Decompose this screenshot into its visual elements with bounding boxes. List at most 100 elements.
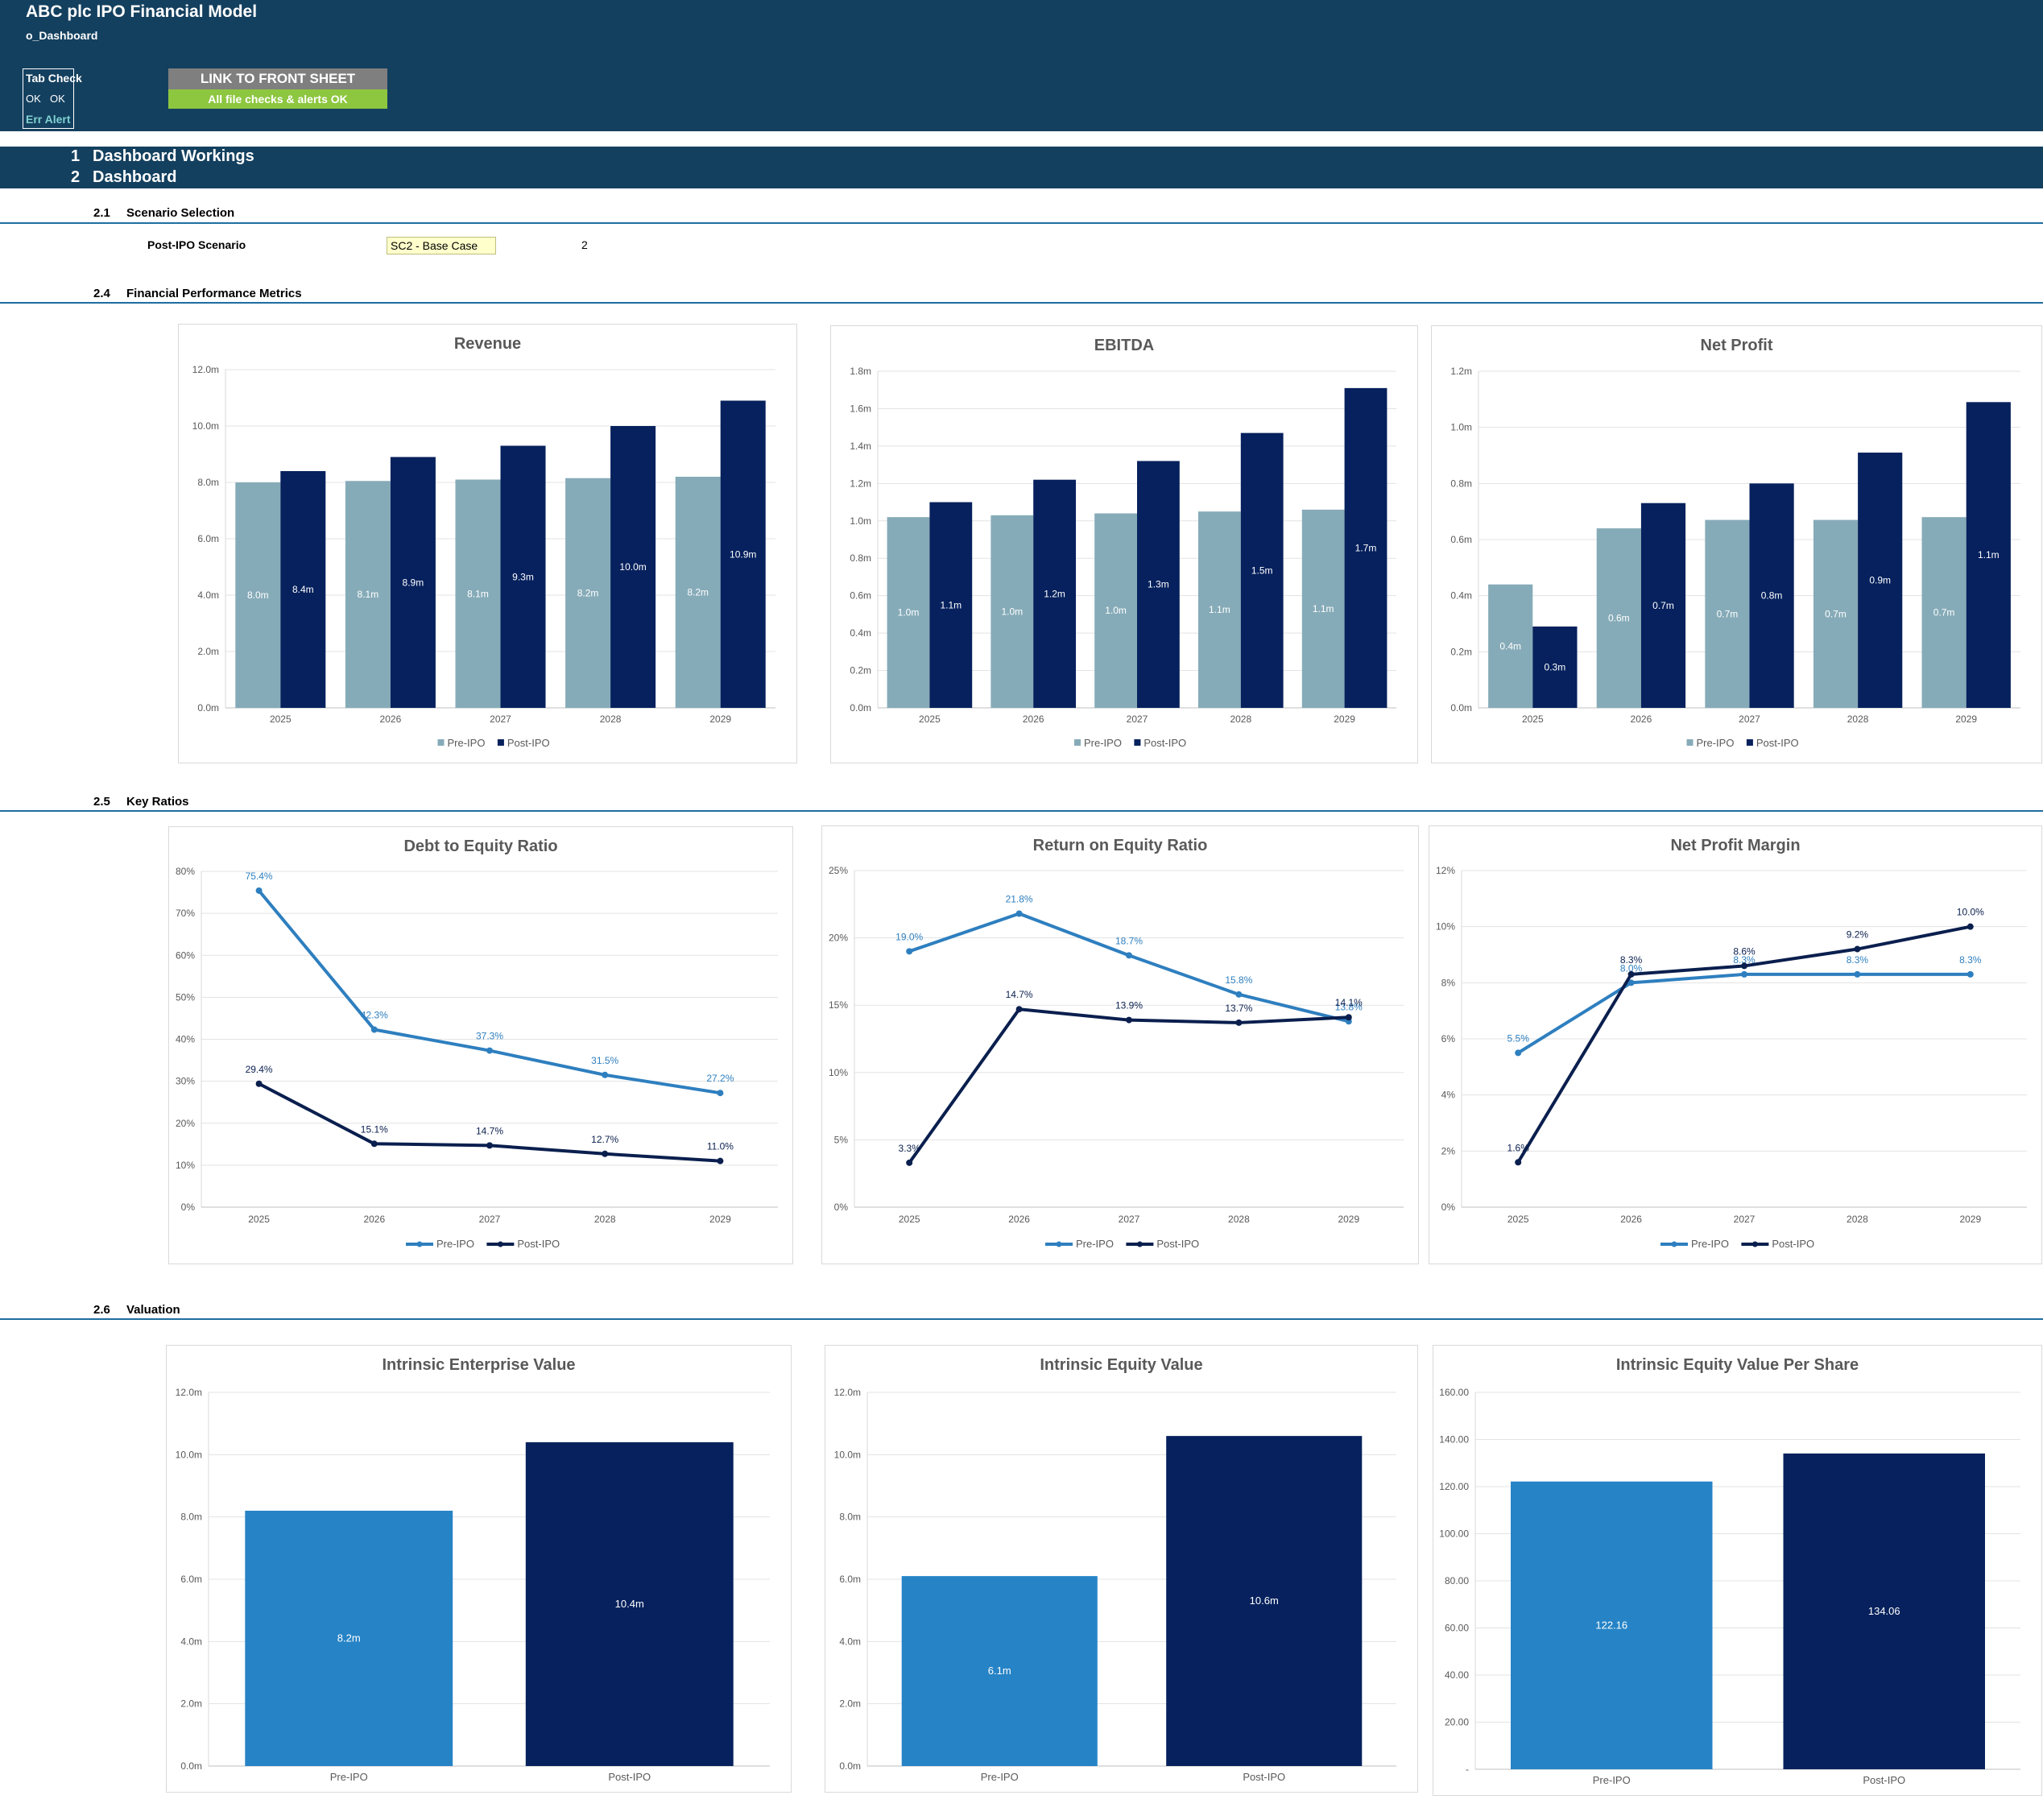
y-tick-label: 5% xyxy=(834,1134,849,1145)
data-point xyxy=(1741,970,1747,978)
link-to-front-sheet-button[interactable]: LINK TO FRONT SHEET xyxy=(168,68,387,89)
bar-data-label: 0.4m xyxy=(1499,640,1521,651)
chart-legend: Pre-IPO Post-IPO xyxy=(1045,1238,1199,1250)
pre-ipo-line xyxy=(258,889,721,1095)
legend-label: Pre-IPO xyxy=(1691,1238,1729,1250)
y-tick-label: 6.0m xyxy=(839,1574,861,1585)
x-tick-label: 2025 xyxy=(1522,714,1544,725)
data-point xyxy=(602,1071,609,1078)
y-tick-label: 1.2m xyxy=(850,478,871,489)
pre-ipo-bar xyxy=(1488,584,1533,708)
y-tick-label: 1.8m xyxy=(850,366,871,377)
y-tick-label: 12.0m xyxy=(192,364,219,375)
intrinsic-enterprise-value-chart: Intrinsic Enterprise Value 0.0m 2.0m 4.0m 6.… xyxy=(166,1345,792,1793)
section-divider xyxy=(0,222,2043,224)
bar-data-label: 8.4m xyxy=(292,584,314,595)
y-tick-label: 0.8m xyxy=(1450,478,1472,489)
point-data-label: 8.3% xyxy=(1620,954,1643,966)
y-tick-label: - xyxy=(1466,1764,1469,1775)
pre-ipo-bar xyxy=(1511,1481,1713,1769)
x-tick-label: 2025 xyxy=(270,714,292,725)
bar-data-label: 0.8m xyxy=(1761,590,1783,602)
y-tick-label: 0.2m xyxy=(850,665,871,676)
bar-data-label: 10.4m xyxy=(615,1598,644,1610)
y-tick-label: 0.4m xyxy=(850,627,871,639)
y-tick-label: 8% xyxy=(1441,977,1456,988)
y-tick-label: 0.6m xyxy=(1450,534,1472,545)
y-tick-label: 120.00 xyxy=(1439,1481,1469,1492)
bar-data-label: 0.6m xyxy=(1608,613,1630,624)
pre-ipo-bar xyxy=(345,481,391,708)
bar-data-label: 1.0m xyxy=(898,607,920,618)
chart-svg: Return on Equity Ratio 0% 5% 10% 15% 20% 25% 20… xyxy=(829,837,1404,1250)
legend-label: Pre-IPO xyxy=(436,1238,474,1250)
legend-marker xyxy=(497,1241,503,1247)
x-tick-label: 2028 xyxy=(594,1214,616,1225)
x-tick-label: 2029 xyxy=(1338,1214,1359,1225)
scenario-select[interactable]: SC2 - Base Case xyxy=(387,237,496,254)
y-tick-label: 1.2m xyxy=(1450,366,1472,377)
data-point xyxy=(717,1157,724,1164)
post-ipo-bar xyxy=(610,426,656,708)
legend-marker xyxy=(1751,1241,1758,1247)
bar-data-label: 8.2m xyxy=(337,1632,361,1644)
y-tick-label: 4% xyxy=(1441,1090,1456,1101)
chart-title: Net Profit Margin xyxy=(1670,837,1800,854)
y-tick-label: 1.6m xyxy=(850,403,871,414)
section-2-title[interactable]: Dashboard xyxy=(93,168,177,186)
point-data-label: 14.7% xyxy=(1006,989,1033,1000)
pre-ipo-bar xyxy=(1921,517,1966,708)
subsection-2-4-title: Financial Performance Metrics xyxy=(126,287,302,300)
subsection-2-1-number: 2.1 xyxy=(93,206,110,220)
y-tick-label: 0.0m xyxy=(839,1760,861,1772)
tab-check-title: Tab Check xyxy=(26,72,82,85)
legend-label: Pre-IPO xyxy=(1076,1238,1114,1250)
data-point xyxy=(370,1026,378,1033)
point-data-label: 15.1% xyxy=(361,1123,388,1135)
y-tick-label: 40% xyxy=(176,1034,195,1045)
chart-title: Intrinsic Equity Value xyxy=(1040,1356,1202,1374)
pre-ipo-bar xyxy=(901,1576,1098,1766)
y-tick-label: 80% xyxy=(176,866,195,877)
section-1-title[interactable]: Dashboard Workings xyxy=(93,147,254,165)
chart-svg: Net Profit 0.0m 0.2m 0.4m 0.6m 0.8m 1.0m 1.2m 0.… xyxy=(1450,337,2020,749)
pre-ipo-bar xyxy=(1596,528,1641,708)
x-tick-label: 2025 xyxy=(1507,1214,1529,1225)
data-point xyxy=(717,1090,724,1097)
y-tick-label: 0.0m xyxy=(850,702,871,714)
y-tick-label: 1.0m xyxy=(1450,422,1472,433)
post-ipo-bar xyxy=(1640,503,1686,708)
data-point xyxy=(1627,970,1635,978)
net-profit-margin-chart: Net Profit Margin 0% 2% 4% 6% 8% 10% 12% 2025 202… xyxy=(1429,825,2042,1264)
post-ipo-bar xyxy=(525,1442,734,1766)
x-tick-label: 2026 xyxy=(1008,1214,1030,1225)
header-band xyxy=(0,0,2043,131)
point-data-label: 18.7% xyxy=(1115,935,1143,946)
x-tick-label: 2029 xyxy=(1959,1214,1981,1225)
legend-marker xyxy=(1056,1241,1062,1247)
section-1-number: 1 xyxy=(71,147,81,165)
point-data-label: 29.4% xyxy=(246,1064,273,1075)
y-tick-label: 10.0m xyxy=(834,1449,861,1460)
chart-svg: Revenue 0.0m 2.0m 4.0m 6.0m 8.0m 10.0m 12.0m 8.0… xyxy=(192,335,775,749)
y-tick-label: 0% xyxy=(1441,1202,1456,1213)
point-data-label: 14.7% xyxy=(476,1125,503,1136)
point-data-label: 8.6% xyxy=(1733,945,1756,957)
pre-ipo-bar xyxy=(565,478,611,708)
point-data-label: 21.8% xyxy=(1006,894,1033,905)
y-tick-label: 6% xyxy=(1441,1033,1456,1044)
data-point xyxy=(255,1080,263,1087)
point-data-label: 13.7% xyxy=(1225,1003,1252,1014)
subsection-2-5-number: 2.5 xyxy=(93,795,110,809)
y-tick-label: 12% xyxy=(1436,865,1455,876)
point-data-label: 14.1% xyxy=(1335,997,1363,1008)
y-tick-label: 8.0m xyxy=(180,1512,202,1523)
post-ipo-bar xyxy=(1966,402,2011,708)
tab-check-box xyxy=(23,68,74,129)
x-tick-label: 2025 xyxy=(248,1214,270,1225)
y-tick-label: 8.0m xyxy=(839,1512,861,1523)
y-tick-label: 0% xyxy=(834,1202,849,1213)
data-point xyxy=(1126,952,1132,959)
y-tick-label: 0.8m xyxy=(850,552,871,564)
pre-ipo-bar xyxy=(990,515,1034,708)
